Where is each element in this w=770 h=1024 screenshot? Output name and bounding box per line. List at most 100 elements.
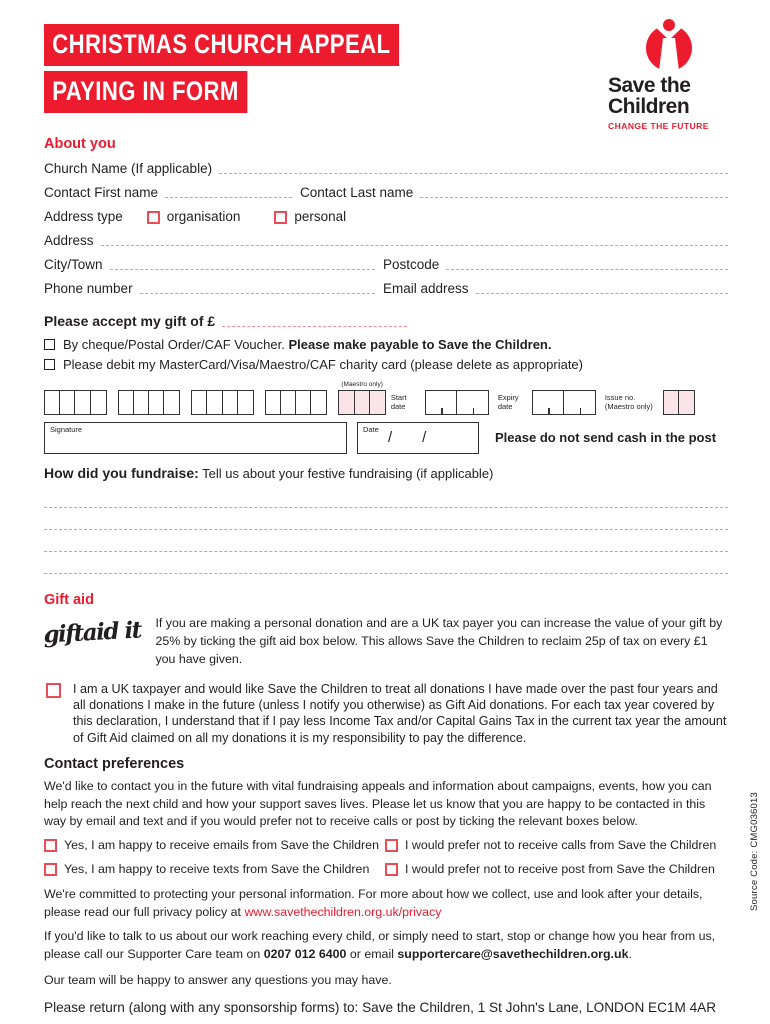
date-label: Date (363, 424, 379, 434)
calls-opt-out-checkbox[interactable] (385, 838, 398, 852)
questions-note: Our team will be happy to answer any que… (44, 973, 392, 988)
card-digit-box[interactable] (89, 389, 107, 415)
supporter-care-pre: If you'd like to talk to us about our wo… (44, 929, 716, 961)
issue-no-label: Issue no. (Maestro only) (605, 393, 659, 411)
issue-no-line2: (Maestro only) (604, 401, 653, 411)
supporter-care-post: . (628, 946, 632, 961)
address-input[interactable] (100, 233, 728, 246)
signature-row: Signature Date / / Please do not send ca… (44, 421, 728, 454)
card-digit-box[interactable] (163, 389, 181, 415)
gift-aid-declaration: I am a UK taxpayer and would like Save t… (73, 681, 727, 745)
gift-aid-checkbox[interactable] (46, 682, 61, 698)
maestro-digit-box[interactable] (368, 389, 386, 415)
cheque-option-text: By cheque/Postal Order/CAF Voucher. Plea… (63, 337, 551, 354)
supporter-care-phone: 0207 012 6400 (263, 946, 347, 961)
card-digit-box[interactable] (236, 389, 254, 415)
organisation-checkbox[interactable] (146, 211, 160, 224)
city-label: City/Town (44, 257, 103, 272)
postcode-input[interactable] (446, 257, 728, 270)
expiry-date-label: Expiry date (497, 392, 519, 411)
form-title-line2: PAYING IN FORM (52, 76, 239, 106)
expiry-date-cell[interactable] (563, 390, 595, 414)
giftaid-it-logo: giftaid it (42, 616, 142, 649)
texts-opt-in-label: Yes, I am happy to receive texts from Sa… (64, 862, 370, 876)
card-number-group-3 (191, 389, 254, 415)
city-input[interactable] (109, 257, 375, 270)
email-input[interactable] (475, 281, 728, 294)
church-name-row: Church Name (If applicable) (44, 159, 728, 176)
first-name-input[interactable] (165, 185, 292, 198)
supporter-care-paragraph: If you'd like to talk to us about our wo… (44, 928, 728, 963)
signature-box[interactable]: Signature (44, 421, 347, 454)
signature-label: Signature (50, 424, 83, 434)
fundraise-heading-row: How did you fundraise: Tell us about you… (44, 465, 728, 481)
supporter-care-mid: or email (349, 946, 394, 961)
phone-group: Phone number (44, 281, 383, 296)
fundraise-lines (44, 486, 728, 574)
address-label: Address (44, 233, 94, 248)
start-date-cell[interactable] (456, 390, 488, 414)
about-you-heading: About you (44, 136, 116, 152)
title-banner-row-1: CHRISTMAS CHURCH APPEAL (44, 24, 728, 71)
gift-amount-input[interactable] (222, 314, 408, 327)
logo-tagline: CHANGE THE FUTURE (608, 120, 709, 131)
cheque-payable-bold: Please make payable to Save the Children… (288, 337, 552, 352)
fundraise-heading: How did you fundraise: (44, 464, 199, 481)
card-number-group-2 (117, 389, 181, 415)
personal-label: personal (294, 209, 347, 224)
supporter-care-email: supportercare@savethechildren.org.uk (397, 946, 629, 961)
contact-preferences-intro: We'd like to contact you in the future w… (44, 779, 712, 829)
title-banner-1: CHRISTMAS CHURCH APPEAL (44, 24, 399, 66)
issue-no-boxes (662, 389, 696, 415)
contact-name-row: Contact First name Contact Last name (44, 183, 728, 200)
title-banner-2: PAYING IN FORM (44, 71, 247, 113)
fundraise-subtext: Tell us about your festive fundraising (… (202, 465, 494, 481)
fundraise-line-input[interactable] (44, 486, 728, 508)
logo-text-line2: Children (608, 95, 690, 119)
phone-input[interactable] (139, 281, 375, 294)
card-checkbox[interactable] (44, 358, 55, 370)
gift-amount-row: Please accept my gift of £ (44, 310, 728, 329)
date-slash: / (422, 429, 427, 447)
privacy-policy-link[interactable]: www.savethechildren.org.uk/privacy (244, 904, 442, 919)
email-label: Email address (383, 281, 469, 296)
emails-opt-in-option: Yes, I am happy to receive emails from S… (44, 838, 385, 852)
gift-amount-label: Please accept my gift of £ (44, 313, 216, 329)
privacy-paragraph: We're committed to protecting your perso… (44, 886, 728, 921)
church-name-input[interactable] (219, 161, 728, 174)
contact-preferences-heading: Contact preferences (44, 756, 185, 773)
emails-opt-in-checkbox[interactable] (44, 838, 57, 852)
no-cash-note: Please do not send cash in the post (495, 429, 717, 445)
save-the-children-mark-icon (646, 16, 692, 71)
personal-checkbox[interactable] (274, 211, 288, 224)
date-box[interactable]: Date / / (357, 421, 479, 454)
form-title-line1: CHRISTMAS CHURCH APPEAL (52, 29, 391, 59)
last-name-input[interactable] (420, 185, 728, 198)
fundraise-line-input[interactable] (44, 552, 728, 574)
expiry-date-cell[interactable] (533, 391, 564, 414)
start-date-box[interactable] (424, 389, 489, 415)
texts-opt-in-checkbox[interactable] (44, 862, 57, 876)
phone-label: Phone number (44, 281, 133, 296)
card-digit-box[interactable] (310, 389, 328, 415)
start-date-cell[interactable] (426, 391, 457, 414)
maestro-digits-group: (Maestro only) (338, 380, 386, 415)
maestro-boxes (338, 389, 386, 415)
contact-options-grid: Yes, I am happy to receive emails from S… (44, 838, 728, 876)
expiry-date-box[interactable] (531, 389, 596, 415)
post-opt-out-checkbox[interactable] (385, 862, 398, 876)
emails-opt-in-label: Yes, I am happy to receive emails from S… (64, 838, 379, 852)
phone-email-row: Phone number Email address (44, 279, 728, 296)
gift-aid-heading: Gift aid (44, 591, 94, 608)
address-type-row: Address type organisation personal (44, 207, 728, 224)
cheque-checkbox[interactable] (44, 339, 55, 350)
card-option-text: Please debit my MasterCard/Visa/Maestro/… (63, 356, 583, 372)
fundraise-line-input[interactable] (44, 508, 728, 530)
address-type-label: Address type (44, 209, 123, 224)
fundraise-line-input[interactable] (44, 530, 728, 552)
save-the-children-logo: Save the Children CHANGE THE FUTURE (608, 16, 730, 131)
issue-no-box[interactable] (678, 389, 696, 415)
maestro-only-label: (Maestro only) (341, 380, 383, 388)
